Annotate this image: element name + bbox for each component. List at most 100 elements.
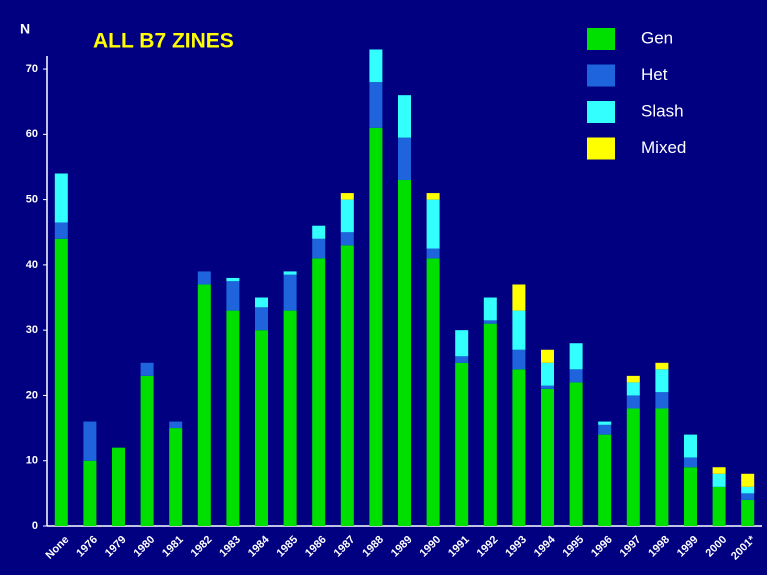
bar-segment bbox=[483, 323, 497, 526]
bar-segment bbox=[426, 193, 440, 200]
legend-swatch bbox=[587, 64, 615, 87]
legend-label: Slash bbox=[641, 101, 684, 120]
bar-segment bbox=[541, 388, 554, 526]
bar-segment bbox=[483, 320, 497, 324]
bar-segment bbox=[112, 447, 125, 526]
bar-segment bbox=[54, 173, 68, 223]
legend-label: Het bbox=[641, 65, 668, 84]
bar-segment bbox=[569, 343, 583, 370]
y-tick-label: 30 bbox=[26, 324, 38, 336]
bar-segment bbox=[83, 421, 97, 461]
x-tick-label: 1984 bbox=[246, 533, 272, 559]
bar-segment bbox=[340, 199, 354, 233]
bar-segment bbox=[54, 238, 68, 526]
x-tick-label: 1988 bbox=[360, 534, 386, 560]
x-tick-label: 1982 bbox=[189, 534, 215, 560]
x-tick-label: 1994 bbox=[532, 533, 558, 559]
bar-segment bbox=[312, 225, 326, 239]
legend-swatch bbox=[587, 101, 615, 123]
x-tick-label: 1990 bbox=[417, 534, 443, 560]
legend-swatch bbox=[587, 137, 615, 160]
bar-segment bbox=[569, 369, 583, 383]
x-tick-label: None bbox=[44, 534, 72, 562]
bar-segment bbox=[54, 222, 68, 239]
bar-segment bbox=[226, 277, 240, 282]
bar-segment bbox=[712, 467, 726, 474]
bar-segment bbox=[398, 95, 411, 138]
bar-segment bbox=[483, 297, 497, 321]
y-tick-label: 70 bbox=[26, 63, 38, 75]
bar-segment bbox=[426, 258, 440, 526]
bar-segment bbox=[140, 375, 154, 526]
x-tick-label: 1985 bbox=[274, 534, 300, 560]
bar-segment bbox=[512, 284, 526, 311]
bar-segment bbox=[684, 467, 697, 526]
x-tick-label: 1989 bbox=[389, 534, 415, 560]
x-tick-label: 1997 bbox=[618, 534, 644, 560]
bar-segment bbox=[312, 238, 326, 259]
bar-segment bbox=[741, 493, 755, 500]
bar-segment bbox=[340, 245, 354, 527]
bar-segment bbox=[541, 349, 554, 363]
bar-segment bbox=[684, 457, 697, 468]
bar-segment bbox=[626, 382, 640, 396]
y-tick-label: 40 bbox=[26, 259, 38, 271]
bar-segment bbox=[255, 297, 268, 308]
x-tick-label: 1999 bbox=[675, 534, 701, 560]
x-tick-label: 1981 bbox=[160, 534, 186, 560]
bar-segment bbox=[197, 271, 211, 285]
bar-segment bbox=[140, 362, 154, 376]
bar-segment bbox=[626, 395, 640, 409]
x-tick-label: 2000 bbox=[703, 534, 729, 560]
y-tick-label: 10 bbox=[26, 455, 38, 467]
x-tick-label: 1987 bbox=[332, 534, 358, 560]
chart-title: ALL B7 ZINES bbox=[93, 30, 234, 53]
bar-segment bbox=[312, 258, 326, 526]
bar-segment bbox=[655, 369, 669, 393]
bar-segment bbox=[741, 499, 755, 526]
bar-segment bbox=[684, 434, 697, 458]
bar-segment bbox=[712, 486, 726, 526]
x-tick-label: 1980 bbox=[131, 534, 157, 560]
legend-label: Mixed bbox=[641, 138, 686, 157]
x-tick-label: 1991 bbox=[446, 534, 472, 560]
bar-segment bbox=[655, 408, 669, 526]
bar-segment bbox=[598, 421, 612, 425]
bar-segment bbox=[598, 424, 612, 435]
bar-segment bbox=[512, 369, 526, 526]
bar-segment bbox=[626, 408, 640, 526]
bar-segment bbox=[283, 274, 297, 311]
bar-segment bbox=[197, 284, 211, 526]
bar-segment bbox=[369, 127, 383, 527]
y-tick-label: 20 bbox=[26, 389, 38, 401]
x-tick-label: 1979 bbox=[103, 534, 129, 560]
bar-segment bbox=[226, 310, 240, 526]
bar-segment bbox=[512, 349, 526, 370]
bar-segment bbox=[283, 310, 297, 526]
y-tick-label: 0 bbox=[32, 520, 38, 532]
bar-segment bbox=[340, 232, 354, 246]
bar-segment bbox=[83, 460, 97, 526]
legend-label: Gen bbox=[641, 28, 673, 47]
bar-segment bbox=[655, 362, 669, 370]
bar-segment bbox=[741, 473, 755, 487]
bar-segment bbox=[398, 137, 411, 181]
bar-segment bbox=[741, 486, 755, 494]
bar-segment bbox=[569, 382, 583, 526]
bar-segment bbox=[169, 428, 183, 526]
x-tick-label: 1995 bbox=[560, 534, 586, 560]
x-tick-label: 1983 bbox=[217, 534, 243, 560]
y-tick-label: 50 bbox=[26, 194, 38, 206]
x-tick-label: 1998 bbox=[646, 534, 672, 560]
bar-segment bbox=[712, 473, 726, 487]
bar-segment bbox=[455, 330, 469, 357]
bar-segment bbox=[626, 375, 640, 383]
bar-segment bbox=[340, 193, 354, 200]
bar-segment bbox=[255, 330, 268, 526]
bar-segment bbox=[369, 49, 383, 83]
x-tick-label: 1996 bbox=[589, 534, 615, 560]
bar-segment bbox=[455, 356, 469, 363]
bar-segment bbox=[255, 307, 268, 331]
